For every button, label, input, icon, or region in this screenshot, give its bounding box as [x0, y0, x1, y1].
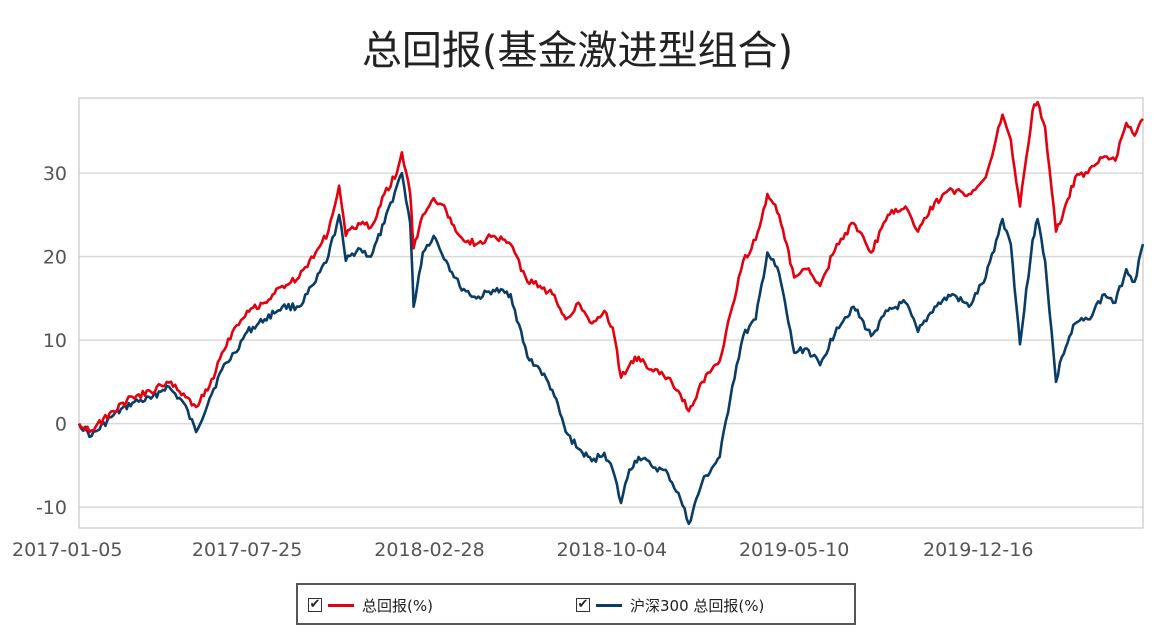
y-tick-label: 30	[43, 163, 67, 185]
x-tick-label: 2017-07-25	[192, 539, 302, 561]
legend-checkbox-hs300[interactable]: ✔	[576, 597, 590, 612]
legend: ✔ 总回报(%) ✔ 沪深300 总回报(%)	[296, 583, 856, 625]
legend-item-hs300[interactable]: ✔ 沪深300 总回报(%)	[576, 594, 764, 616]
x-tick-label: 2019-05-10	[739, 539, 849, 561]
legend-item-fund[interactable]: ✔ 总回报(%)	[308, 594, 433, 616]
chart-canvas: -10 0 10 20 30 2017-01-05 2017-07-25 2018-02-2…	[12, 97, 1145, 561]
x-tick-label: 2019-12-16	[923, 539, 1033, 561]
series-line	[77, 171, 1145, 526]
y-tick-label: 20	[43, 247, 67, 269]
series-lines	[77, 100, 1145, 526]
plot-frame	[78, 97, 1144, 529]
legend-label-hs300: 沪深300 总回报(%)	[630, 596, 765, 615]
x-tick-label: 2017-01-05	[12, 539, 122, 561]
legend-swatch-hs300	[596, 603, 622, 607]
chart-title: 总回报(基金激进型组合)	[361, 28, 794, 74]
x-tick-label: 2018-02-28	[374, 539, 484, 561]
series-line	[77, 100, 1144, 434]
grid-lines	[79, 172, 1143, 508]
legend-label-fund: 总回报(%)	[362, 596, 433, 615]
x-tick-labels: 2017-01-05 2017-07-25 2018-02-28 2018-10-04…	[12, 539, 1033, 561]
legend-checkbox-fund[interactable]: ✔	[308, 597, 322, 612]
y-tick-labels: -10 0 10 20 30	[36, 163, 67, 519]
y-tick-label: 0	[55, 414, 67, 436]
x-tick-label: 2018-10-04	[557, 539, 667, 561]
y-tick-label: 10	[43, 330, 67, 352]
y-tick-label: -10	[36, 497, 67, 519]
legend-swatch-fund	[328, 603, 354, 607]
